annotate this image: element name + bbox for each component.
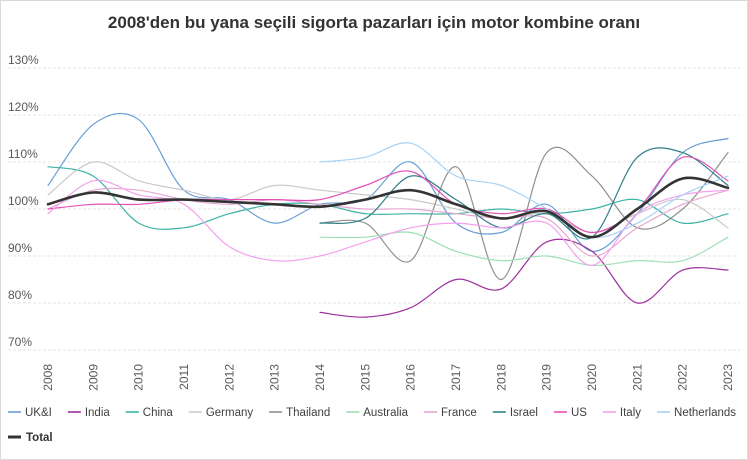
x-axis-ticks: 2008 2009 2010 2011 2012 2013 2014 2015 2016 2017… — [41, 364, 735, 391]
x-tick-label: 2022 — [676, 364, 690, 391]
x-tick-label: 2015 — [358, 364, 372, 391]
legend-label-netherlands: Netherlands — [674, 407, 736, 419]
x-tick-label: 2017 — [449, 364, 463, 391]
legend-label-thailand: Thailand — [286, 407, 330, 419]
series-line-thailand — [319, 146, 729, 281]
legend-label-france: France — [441, 407, 477, 419]
chart-title: 2008'den bu yana seçili sigorta pazarlar… — [107, 13, 641, 32]
series-line-total — [46, 176, 730, 239]
y-tick-label: 120% — [8, 100, 39, 114]
legend-label-us: US — [571, 407, 587, 419]
x-tick-label: 2013 — [268, 364, 282, 391]
legend-label-germany: Germany — [206, 407, 254, 419]
y-tick-label: 110% — [8, 147, 38, 161]
x-tick-label: 2018 — [494, 364, 508, 391]
series-lines — [46, 112, 730, 318]
series-line-netherlands — [319, 142, 729, 239]
series-line-france — [47, 187, 729, 257]
x-tick-label: 2012 — [222, 364, 236, 391]
legend-label-israel: Israel — [510, 407, 538, 419]
legend-label-australia: Australia — [363, 407, 408, 419]
series-line-italy — [47, 179, 729, 267]
x-tick-label: 2008 — [41, 364, 55, 391]
x-tick-label: 2009 — [86, 364, 100, 391]
legend-label-india: India — [85, 407, 111, 419]
x-tick-label: 2010 — [132, 364, 146, 391]
x-tick-label: 2016 — [404, 364, 418, 391]
x-tick-label: 2014 — [313, 364, 327, 391]
legend: UK&I India China Germany Thailand Australia Fr… — [8, 407, 736, 444]
x-tick-label: 2020 — [585, 364, 599, 391]
x-tick-label: 2021 — [630, 364, 644, 391]
y-tick-label: 130% — [8, 53, 39, 67]
y-axis-ticks: 70% 80% 90% 100% 110% 120% 130% — [8, 53, 39, 349]
legend-label-china: China — [143, 407, 174, 419]
y-tick-label: 100% — [8, 194, 39, 208]
y-tick-label: 70% — [8, 335, 32, 349]
y-tick-label: 90% — [8, 241, 32, 255]
x-tick-label: 2023 — [721, 364, 735, 391]
series-line-india — [319, 238, 729, 318]
series-line-uk-i — [47, 112, 729, 252]
x-tick-label: 2019 — [540, 364, 554, 391]
x-tick-label: 2011 — [177, 364, 191, 390]
legend-label-total: Total — [26, 432, 53, 444]
legend-label-italy: Italy — [620, 407, 641, 419]
legend-label-uk-i: UK&I — [25, 407, 52, 419]
y-tick-label: 80% — [8, 288, 32, 302]
